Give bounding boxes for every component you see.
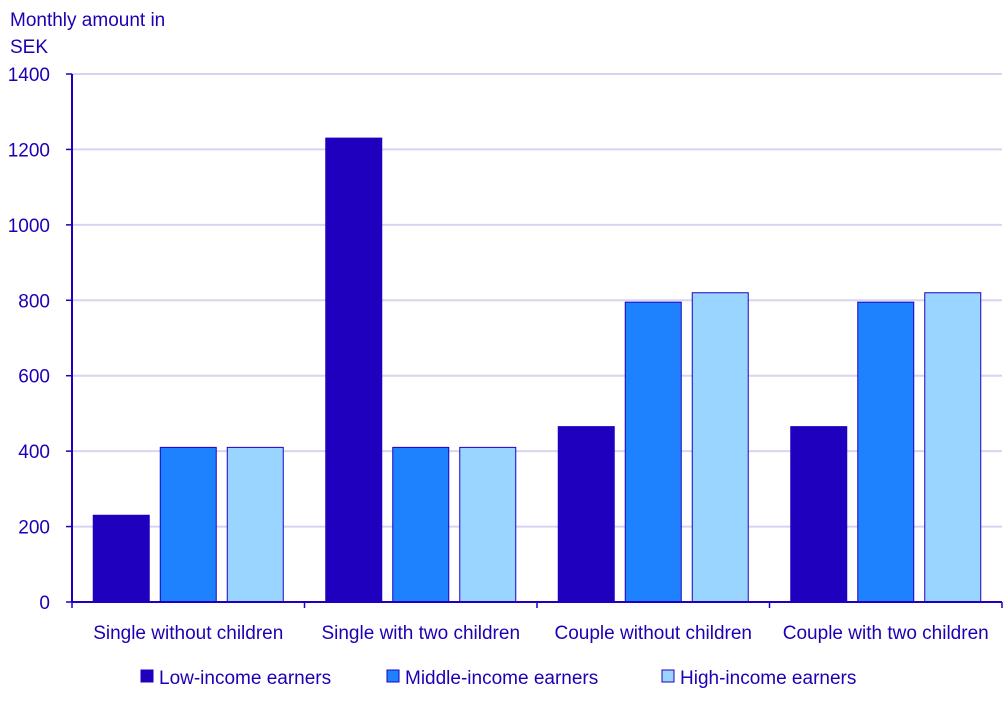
legend-label: Middle-income earners <box>405 668 598 689</box>
bar-middle-income-earners <box>392 446 450 603</box>
bars <box>92 137 982 603</box>
x-tick-label: Single with two children <box>321 623 520 644</box>
y-axis-label-line-2: SEK <box>10 37 48 58</box>
legend-swatch <box>386 669 400 683</box>
y-tick-label: 200 <box>18 518 50 539</box>
bar-middle-income-earners <box>159 446 217 603</box>
y-tick-label: 600 <box>18 367 50 388</box>
bar-low-income-earners <box>325 137 383 603</box>
legend-label: Low-income earners <box>159 668 331 689</box>
y-tick-label: 1000 <box>8 216 50 237</box>
bar-low-income-earners <box>557 426 615 603</box>
x-tick-label: Couple without children <box>554 623 752 644</box>
x-tick-label: Couple with two children <box>783 623 989 644</box>
y-tick-label: 1200 <box>8 140 50 161</box>
y-tick-label: 800 <box>18 291 50 312</box>
legend: Low-income earners Middle-income earners H… <box>140 668 856 689</box>
bar-middle-income-earners <box>857 301 915 603</box>
bar-low-income-earners <box>790 426 848 603</box>
y-tick-label: 0 <box>39 593 50 614</box>
x-tick-labels: Single without children Single with two c… <box>93 623 989 644</box>
y-tick-label: 1400 <box>8 65 50 86</box>
bar-middle-income-earners <box>624 301 682 603</box>
bar-high-income-earners <box>691 292 749 603</box>
legend-swatch <box>661 669 675 683</box>
bar-high-income-earners <box>226 446 284 603</box>
x-tick-label: Single without children <box>93 623 283 644</box>
axes <box>71 74 1003 608</box>
bar-low-income-earners <box>92 514 150 603</box>
legend-swatch <box>140 669 154 683</box>
legend-label: High-income earners <box>680 668 856 689</box>
y-tick-labels: 0 200 400 600 800 1000 1200 1400 <box>8 65 50 614</box>
bar-high-income-earners <box>459 446 517 603</box>
y-tick-label: 400 <box>18 442 50 463</box>
y-axis-label-line-1: Monthly amount in <box>10 10 165 31</box>
bar-high-income-earners <box>924 292 982 603</box>
